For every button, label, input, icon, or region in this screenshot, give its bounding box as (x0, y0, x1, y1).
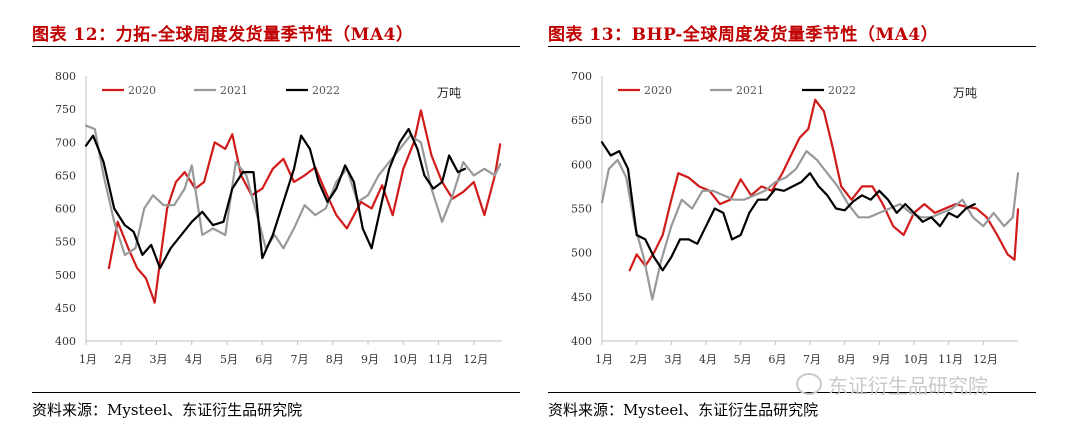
x-tick-label: 12月 (463, 353, 488, 366)
x-tick-label: 10月 (904, 353, 929, 366)
unit-label: 万吨 (953, 86, 977, 100)
y-tick-label: 750 (55, 103, 76, 116)
x-tick-label: 9月 (872, 353, 890, 366)
legend-label-2020: 2020 (644, 84, 672, 97)
x-tick-label: 11月 (428, 353, 453, 366)
series-line-2022 (600, 141, 976, 272)
watermark: 东证衍生品研究院 (796, 370, 988, 399)
legend-label-2022: 2022 (828, 84, 856, 97)
source-note: 资料来源：Mysteel、东证衍生品研究院 (548, 401, 819, 419)
series-line-2021 (84, 124, 502, 256)
x-tick-label: 4月 (699, 353, 717, 366)
wechat-icon (796, 373, 822, 395)
y-tick-label: 800 (55, 70, 76, 83)
source-divider (32, 392, 520, 393)
y-tick-label: 450 (55, 302, 76, 315)
y-tick-label: 600 (55, 203, 76, 216)
line-chart-bhp: 400 450 500 550 600 650 700 1月 2月 3月 4月 5月 6月 7月 8月 9月 1… (571, 70, 1020, 366)
legend-label-2021: 2021 (736, 84, 764, 97)
y-tick-label: 650 (55, 169, 76, 182)
x-tick-label: 1月 (595, 353, 613, 366)
legend-label-2020: 2020 (128, 84, 156, 97)
series-line-2021 (600, 149, 1020, 301)
x-tick-label: 2月 (114, 353, 132, 366)
legend-label-2022: 2022 (312, 84, 340, 97)
line-chart-rio: 400 450 500 550 600 650 700 750 800 1月 2月 3月 4月 5月 6月 7… (55, 70, 502, 366)
x-tick-label: 9月 (361, 353, 379, 366)
y-tick-label: 600 (571, 158, 592, 171)
x-tick-label: 4月 (185, 353, 203, 366)
unit-label: 万吨 (437, 86, 461, 100)
chart-title: 图表 13：BHP-全球周度发货量季节性（MA4） (548, 25, 939, 45)
x-tick-label: 3月 (150, 353, 168, 366)
title-divider (548, 46, 1036, 47)
y-tick-label: 700 (571, 70, 592, 83)
y-tick-label: 550 (55, 236, 76, 249)
y-tick-label: 650 (571, 114, 592, 127)
x-tick-label: 11月 (938, 353, 963, 366)
watermark-text: 东证衍生品研究院 (828, 374, 988, 398)
chart-panel-bhp: 图表 13：BHP-全球周度发货量季节性（MA4） 400 450 500 550 60… (548, 0, 1068, 436)
chart-panel-rio: 图表 12：力拓-全球周度发货量季节性（MA4） 400 450 500 550 600… (32, 0, 552, 436)
series-line-2022 (84, 127, 467, 270)
y-tick-label: 700 (55, 136, 76, 149)
y-tick-label: 500 (571, 247, 592, 260)
y-tick-label: 550 (571, 203, 592, 216)
chart-title: 图表 12：力拓-全球周度发货量季节性（MA4） (32, 25, 414, 45)
x-tick-label: 12月 (973, 353, 998, 366)
x-tick-label: 6月 (255, 353, 273, 366)
x-tick-label: 2月 (630, 353, 648, 366)
x-tick-label: 10月 (393, 353, 418, 366)
source-note: 资料来源：Mysteel、东证衍生品研究院 (32, 401, 303, 419)
x-tick-label: 8月 (326, 353, 344, 366)
x-tick-label: 6月 (768, 353, 786, 366)
title-divider (32, 46, 520, 47)
series-line-2020 (628, 98, 1020, 272)
legend-label-2021: 2021 (220, 84, 248, 97)
x-tick-label: 7月 (291, 353, 309, 366)
x-tick-label: 3月 (664, 353, 682, 366)
y-tick-label: 450 (571, 291, 592, 304)
source-divider (548, 392, 1036, 393)
x-tick-label: 1月 (79, 353, 97, 366)
y-tick-label: 400 (55, 335, 76, 348)
series-line-2020 (107, 109, 502, 304)
x-tick-label: 5月 (734, 353, 752, 366)
x-tick-label: 7月 (803, 353, 821, 366)
x-tick-label: 5月 (220, 353, 238, 366)
y-tick-label: 400 (571, 335, 592, 348)
x-tick-label: 8月 (838, 353, 856, 366)
y-tick-label: 500 (55, 269, 76, 282)
